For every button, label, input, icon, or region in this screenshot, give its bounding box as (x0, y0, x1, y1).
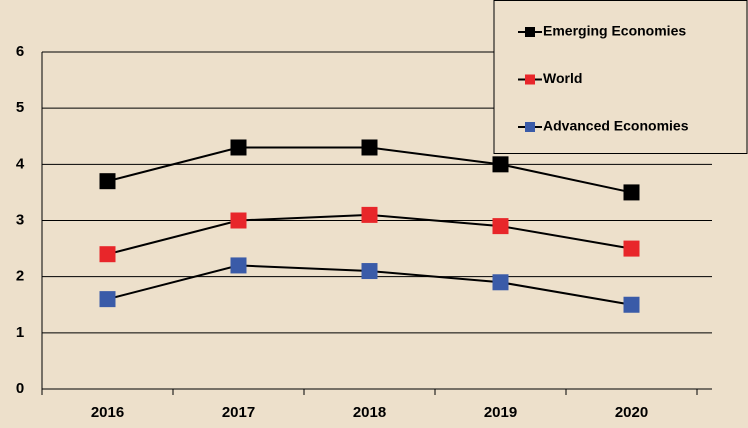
y-tick-label: 1 (16, 324, 24, 341)
point (230, 257, 247, 274)
y-tick-label: 6 (16, 43, 24, 60)
point (361, 139, 378, 156)
legend-label: World (543, 70, 582, 86)
point (623, 240, 640, 257)
point (230, 212, 247, 229)
point (492, 218, 509, 235)
x-tick-label: 2018 (353, 404, 386, 421)
point (623, 184, 640, 201)
point (361, 263, 378, 280)
x-tick-label: 2020 (615, 404, 648, 421)
point (492, 156, 509, 173)
y-tick-label: 5 (16, 99, 24, 116)
point (230, 139, 247, 156)
x-tick-label: 2016 (91, 404, 124, 421)
legend: Emerging Economies World Advanced Economie… (493, 0, 748, 154)
point (99, 173, 116, 190)
legend-marker (525, 27, 535, 37)
legend-marker (525, 122, 535, 132)
x-tick-label: 2017 (222, 404, 255, 421)
legend-marker (525, 74, 535, 85)
point (99, 291, 116, 308)
point (361, 206, 378, 223)
x-tick-label: 2019 (484, 404, 517, 421)
point (492, 274, 509, 291)
y-tick-label: 2 (16, 268, 24, 285)
point (99, 246, 116, 263)
point (623, 296, 640, 313)
legend-label: Emerging Economies (543, 23, 686, 39)
y-tick-label: 0 (16, 380, 24, 397)
legend-label: Advanced Economies (543, 118, 689, 134)
y-tick-label: 3 (16, 211, 24, 228)
y-tick-label: 4 (16, 155, 25, 172)
